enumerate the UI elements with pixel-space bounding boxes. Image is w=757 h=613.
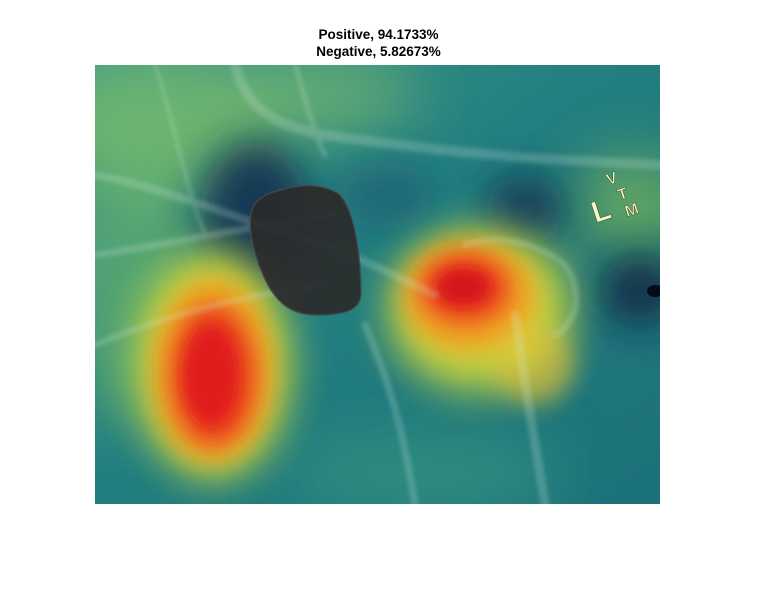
title-negative: Negative, 5.82673% xyxy=(316,44,441,59)
hotspot-left xyxy=(135,250,291,480)
hotspot-right xyxy=(388,228,575,405)
title-positive: Positive, 94.1733% xyxy=(318,27,439,42)
xray-anatomy xyxy=(95,65,660,504)
marker-letter-m: M xyxy=(623,200,641,220)
edge-dark-spot xyxy=(647,285,660,297)
marker-letter-l: L xyxy=(587,193,615,230)
xray-heatmap-overlay: L V T M xyxy=(95,65,660,504)
laterality-marker: L V T M xyxy=(587,169,641,230)
masked-device-outline xyxy=(249,184,362,316)
masked-device xyxy=(250,185,361,315)
heatmap-image: L V T M xyxy=(95,65,660,504)
figure-title: Positive, 94.1733% Negative, 5.82673% xyxy=(0,26,757,60)
